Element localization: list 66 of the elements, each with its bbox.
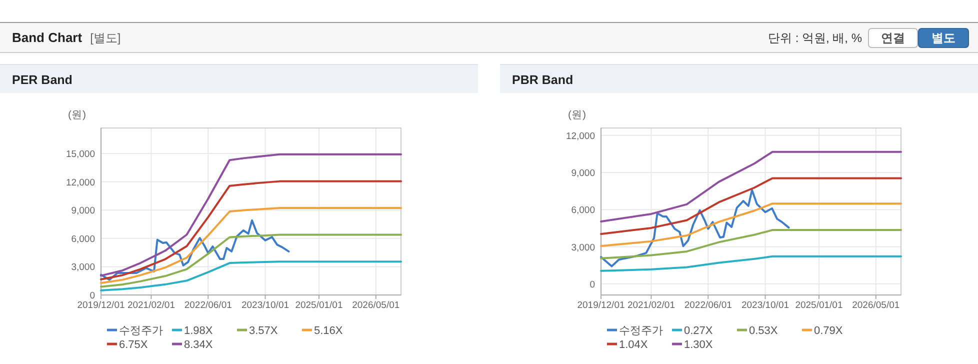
x-tick-label: 2021/02/01 <box>627 300 675 311</box>
x-tick-label: 2026/05/01 <box>352 300 400 311</box>
legend-item: 8.34X <box>172 339 213 351</box>
line-series <box>100 153 402 277</box>
legend-item: 0.53X <box>737 325 778 337</box>
y-tick-label: 9,000 <box>571 168 595 180</box>
legend-item: 1.30X <box>672 339 713 351</box>
y-tick-label: 3,000 <box>571 242 595 254</box>
legend-item: 5.16X <box>302 325 343 337</box>
y-axis-title: (원) <box>68 109 86 121</box>
legend-label: 수정주가 <box>119 325 163 337</box>
legend-label: 5.16X <box>314 325 344 337</box>
y-tick-label: 15,000 <box>66 148 95 160</box>
line-series <box>600 150 902 223</box>
y-tick-label: 6,000 <box>571 205 595 216</box>
legend-label: 6.75X <box>119 339 148 351</box>
legend-item: 0.27X <box>672 325 713 337</box>
legend-item: 수정주가 <box>107 325 163 337</box>
x-tick-label: 2022/06/01 <box>184 300 232 311</box>
legend-label: 8.34X <box>184 339 214 351</box>
legend-label: 0.53X <box>749 325 778 337</box>
x-tick-label: 2019/12/01 <box>577 300 625 311</box>
legend-label: 0.27X <box>684 325 714 337</box>
y-tick-label: 3,000 <box>71 262 95 274</box>
line-series <box>100 180 402 280</box>
line-series <box>100 207 402 284</box>
legend-label: 수정주가 <box>619 325 663 337</box>
legend-item: 수정주가 <box>607 325 663 337</box>
legend-item: 6.75X <box>107 339 148 351</box>
y-tick-label: 12,000 <box>566 130 595 142</box>
line-series <box>600 177 902 236</box>
y-tick-label: 9,000 <box>71 206 95 217</box>
legend-item: 0.79X <box>802 325 843 337</box>
y-axis-title: (원) <box>568 109 586 121</box>
legend-item: 1.98X <box>172 325 213 337</box>
legend-item: 1.04X <box>607 339 648 351</box>
x-tick-label: 2025/01/01 <box>295 300 343 311</box>
chart-title: PER Band <box>12 73 72 87</box>
legend-item: 3.57X <box>237 325 278 337</box>
x-tick-label: 2025/01/01 <box>795 300 843 311</box>
line-series <box>600 189 790 268</box>
x-tick-label: 2026/05/01 <box>852 300 900 311</box>
text: Band Chart <box>12 30 83 45</box>
legend-label: 3.57X <box>249 325 278 337</box>
text: 단위 : 억원, 배, % <box>768 31 862 45</box>
line-series <box>100 260 402 292</box>
y-tick-label: 12,000 <box>66 177 95 188</box>
chart-title: PBR Band <box>512 73 574 87</box>
legend-label: 1.04X <box>619 339 648 351</box>
line-series <box>600 202 902 248</box>
line-series <box>600 229 902 260</box>
x-tick-label: 2021/02/01 <box>127 300 175 311</box>
x-tick-label: 2023/10/01 <box>741 300 790 311</box>
line-series <box>100 219 290 281</box>
y-tick-label: 0 <box>90 290 95 302</box>
x-tick-label: 2019/12/01 <box>77 300 125 311</box>
line-series <box>100 234 402 288</box>
legend-label: 0.79X <box>814 325 844 337</box>
x-tick-label: 2022/06/01 <box>684 300 732 311</box>
y-tick-label: 6,000 <box>71 234 95 245</box>
y-tick-label: 0 <box>590 279 595 290</box>
legend-label: 1.30X <box>684 339 714 351</box>
text: [별도] <box>90 31 121 45</box>
legend-label: 1.98X <box>184 325 214 337</box>
line-series <box>600 255 902 272</box>
x-tick-label: 2023/10/01 <box>241 300 290 311</box>
